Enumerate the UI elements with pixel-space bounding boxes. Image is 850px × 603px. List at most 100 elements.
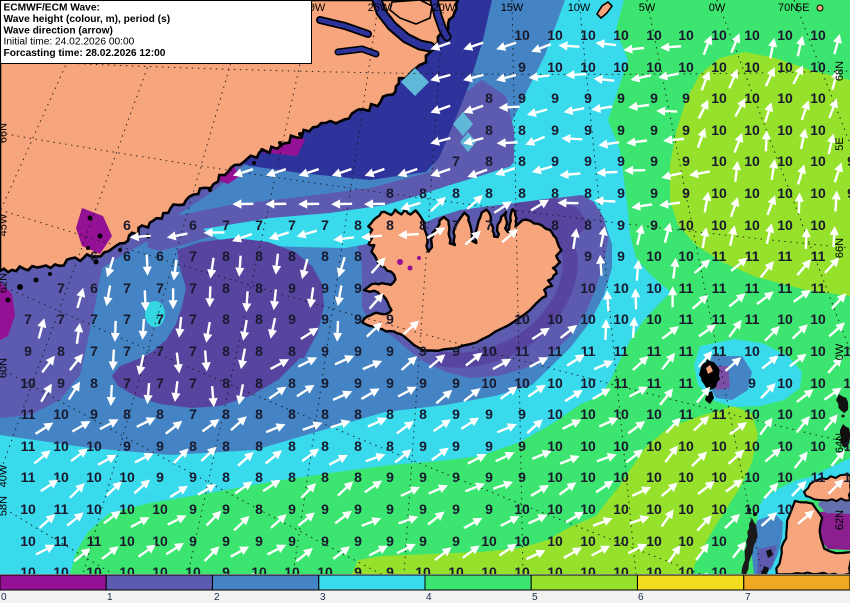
svg-text:10: 10	[53, 406, 69, 422]
svg-text:7: 7	[156, 311, 164, 327]
svg-text:10: 10	[646, 438, 662, 454]
svg-text:8: 8	[551, 217, 559, 233]
svg-text:11: 11	[745, 248, 760, 264]
svg-text:8: 8	[156, 406, 164, 422]
svg-text:10: 10	[53, 438, 69, 454]
svg-text:10: 10	[580, 375, 596, 391]
svg-text:11: 11	[21, 469, 36, 485]
svg-text:9: 9	[847, 185, 850, 201]
svg-text:8: 8	[354, 248, 362, 264]
svg-text:10: 10	[580, 469, 596, 485]
svg-text:9: 9	[452, 438, 460, 454]
svg-text:10: 10	[744, 59, 760, 75]
svg-text:9: 9	[518, 438, 526, 454]
svg-text:10: 10	[613, 469, 629, 485]
svg-text:11: 11	[54, 501, 69, 517]
svg-text:10: 10	[20, 375, 36, 391]
svg-text:9: 9	[321, 343, 329, 359]
svg-text:9: 9	[650, 122, 658, 138]
svg-text:Wave height (colour, m), perio: Wave height (colour, m), period (s)	[4, 14, 171, 25]
svg-text:9: 9	[222, 533, 230, 549]
svg-text:8: 8	[288, 406, 296, 422]
svg-text:8: 8	[485, 153, 493, 169]
svg-text:62N: 62N	[834, 510, 846, 530]
svg-text:9: 9	[386, 311, 394, 327]
svg-text:7: 7	[90, 311, 98, 327]
svg-text:9: 9	[452, 343, 460, 359]
svg-text:10: 10	[547, 501, 563, 517]
svg-text:0W: 0W	[709, 2, 726, 14]
svg-text:8: 8	[189, 438, 197, 454]
svg-text:10: 10	[514, 501, 530, 517]
svg-text:9: 9	[419, 375, 427, 391]
svg-text:10: 10	[777, 406, 793, 422]
svg-text:5E: 5E	[796, 2, 809, 14]
svg-text:8: 8	[255, 343, 263, 359]
svg-text:7: 7	[485, 217, 493, 233]
svg-text:10: 10	[711, 27, 727, 43]
svg-text:68N: 68N	[834, 61, 846, 81]
svg-text:0: 0	[1, 592, 7, 603]
svg-text:9: 9	[156, 469, 164, 485]
svg-text:9: 9	[617, 185, 625, 201]
svg-text:10: 10	[777, 438, 793, 454]
svg-text:70N: 70N	[778, 2, 798, 14]
svg-text:4: 4	[426, 592, 432, 603]
svg-text:10: 10	[613, 311, 629, 327]
svg-text:58N: 58N	[0, 496, 10, 516]
svg-text:9: 9	[189, 501, 197, 517]
svg-text:6: 6	[156, 248, 164, 264]
svg-text:25W: 25W	[368, 2, 391, 14]
svg-text:11: 11	[745, 311, 760, 327]
svg-text:11: 11	[679, 311, 694, 327]
svg-text:11: 11	[679, 343, 694, 359]
svg-text:9: 9	[354, 343, 362, 359]
svg-text:8: 8	[321, 469, 329, 485]
svg-text:8: 8	[386, 217, 394, 233]
svg-text:10: 10	[744, 185, 760, 201]
svg-text:9: 9	[485, 406, 493, 422]
svg-text:10: 10	[711, 59, 727, 75]
svg-text:10: 10	[580, 533, 596, 549]
svg-text:9: 9	[650, 90, 658, 106]
svg-text:9: 9	[386, 375, 394, 391]
svg-text:10: 10	[20, 501, 36, 517]
svg-text:9: 9	[354, 280, 362, 296]
svg-text:9: 9	[156, 438, 164, 454]
svg-text:8: 8	[123, 406, 131, 422]
svg-text:7: 7	[123, 343, 131, 359]
svg-text:6: 6	[638, 592, 644, 603]
svg-text:10: 10	[613, 533, 629, 549]
svg-text:9: 9	[452, 533, 460, 549]
svg-text:10: 10	[613, 280, 629, 296]
svg-text:8: 8	[57, 343, 65, 359]
svg-text:8: 8	[222, 280, 230, 296]
svg-text:8: 8	[90, 375, 98, 391]
svg-text:8: 8	[222, 406, 230, 422]
svg-text:10: 10	[810, 311, 826, 327]
svg-text:8: 8	[255, 280, 263, 296]
svg-text:10: 10	[678, 438, 694, 454]
svg-text:Forcasting time: 28.02.2026 12: Forcasting time: 28.02.2026 12:00	[4, 48, 166, 59]
svg-text:9: 9	[650, 217, 658, 233]
svg-text:10: 10	[678, 27, 694, 43]
svg-text:10: 10	[547, 406, 563, 422]
svg-text:9: 9	[222, 501, 230, 517]
svg-text:7: 7	[156, 343, 164, 359]
svg-text:10: 10	[481, 343, 497, 359]
svg-text:10: 10	[547, 59, 563, 75]
svg-text:8: 8	[386, 438, 394, 454]
svg-text:10: 10	[777, 59, 793, 75]
svg-text:5W: 5W	[639, 2, 656, 14]
svg-text:10: 10	[711, 438, 727, 454]
svg-text:7: 7	[452, 153, 460, 169]
svg-text:9: 9	[24, 343, 32, 359]
svg-text:9: 9	[617, 153, 625, 169]
svg-text:9: 9	[518, 406, 526, 422]
svg-text:9: 9	[419, 438, 427, 454]
svg-text:9: 9	[321, 311, 329, 327]
svg-text:8: 8	[255, 469, 263, 485]
svg-text:11: 11	[54, 533, 69, 549]
svg-text:10: 10	[810, 122, 826, 138]
svg-text:7: 7	[57, 280, 65, 296]
